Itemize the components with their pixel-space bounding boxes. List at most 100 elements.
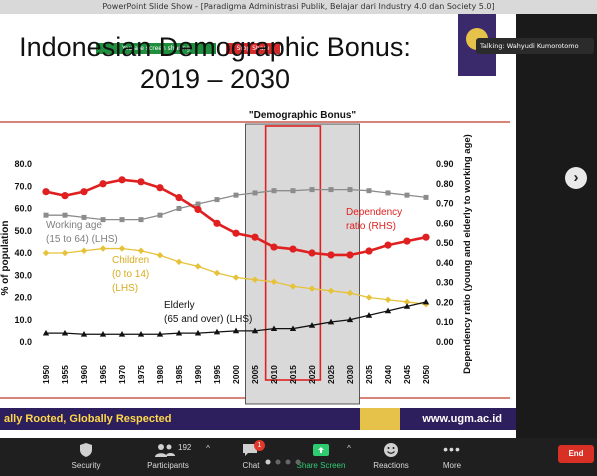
y-left-tick-label: 50.0 (14, 226, 32, 236)
dependency-ratio-point (365, 247, 373, 255)
y-right-axis-title: Dependency ratio (young and elderly to w… (462, 134, 473, 374)
y-left-tick-label: 20.0 (14, 293, 32, 303)
x-tick-label: 2020 (307, 365, 317, 384)
elderly-label: (65 and over) (LHS) (164, 314, 252, 325)
y-left-tick-label: 10.0 (14, 315, 32, 325)
dependency-ratio-point (251, 233, 259, 241)
participants-options-chevron[interactable]: ^ (204, 444, 212, 453)
chat-bubble-icon (243, 444, 257, 456)
y-right-tick-label: 0.60 (436, 218, 454, 228)
dependency-ratio-point (232, 229, 240, 237)
chevron-up-icon: ^ (347, 444, 351, 453)
dependency-ratio-point (42, 188, 50, 196)
security-button[interactable]: Security (66, 442, 106, 470)
x-tick-label: 2015 (288, 365, 298, 384)
x-tick-label: 2030 (345, 365, 355, 384)
y-left-tick-label: 40.0 (14, 248, 32, 258)
working-age-point (252, 190, 258, 196)
y-left-axis-title: % of population (0, 221, 11, 296)
footer-tagline: ally Rooted, Globally Respected (4, 413, 172, 425)
y-left-tick-label: 70.0 (14, 181, 32, 191)
x-tick-label: 2000 (231, 365, 241, 384)
page-dot[interactable] (285, 459, 291, 465)
dependency-ratio-point (308, 249, 316, 257)
chevron-right-icon: › (573, 169, 579, 186)
children-point (118, 245, 126, 252)
chat-button[interactable]: 1 Chat (236, 440, 266, 470)
elderly-point (42, 329, 50, 336)
x-tick-label: 1980 (155, 365, 165, 384)
reactions-button[interactable]: Reactions (368, 442, 414, 470)
participants-icon-wrap: 192 (140, 442, 196, 458)
children-label: (LHS) (112, 283, 138, 294)
x-tick-label: 2010 (269, 365, 279, 384)
x-tick-label: 2035 (364, 365, 374, 384)
reactions-label: Reactions (373, 461, 409, 470)
next-page-arrow[interactable]: › (565, 167, 587, 189)
children-point (308, 285, 316, 292)
chevron-up-icon: ^ (206, 444, 210, 453)
dependency-ratio-point (194, 205, 202, 214)
page-dot[interactable] (265, 459, 271, 465)
working-age-label: Working age (46, 220, 102, 231)
elderly-point (61, 329, 69, 336)
working-age-point (100, 217, 106, 223)
dependency-ratio-point (213, 219, 221, 227)
working-age-point (328, 187, 334, 193)
end-meeting-button[interactable]: End (558, 445, 594, 463)
share-screen-label: Share Screen (296, 461, 346, 470)
participants-button[interactable]: 192 Participants (140, 442, 196, 470)
elderly-point (346, 316, 354, 323)
participants-count: 192 (178, 443, 192, 452)
share-screen-button[interactable]: Share Screen (290, 442, 352, 470)
elderly-point (232, 327, 240, 334)
children-point (251, 276, 259, 283)
children-point (213, 269, 221, 277)
talking-indicator: Talking: Wahyudi Kumorotomo (476, 38, 594, 54)
working-age-point (81, 214, 87, 220)
elderly-point (137, 331, 145, 337)
chart-series (42, 176, 430, 337)
working-age-point (385, 190, 391, 196)
slide-title-line2: 2019 – 2030 (139, 64, 291, 94)
x-tick-label: 2045 (402, 365, 412, 384)
chart-axes: 0.0 10.0 20.0 30.0 40.0 50.0 60.0 70.0 80.0 0.00 0… (0, 134, 473, 384)
children-point (270, 278, 278, 286)
smiley-icon (384, 443, 398, 457)
x-tick-label: 1985 (174, 365, 184, 384)
more-button[interactable]: ••• More (434, 442, 470, 470)
children-point (80, 247, 88, 255)
elderly-point (270, 325, 278, 332)
demographic-chart: "Demographic Bonus" 0.0 10.0 20.0 30.0 40.0 5… (0, 110, 510, 405)
working-age-point (62, 212, 68, 218)
people-icon (155, 444, 175, 457)
children-point (346, 289, 354, 297)
page-dot[interactable] (295, 459, 301, 465)
x-tick-label: 2040 (383, 365, 393, 384)
security-label: Security (71, 461, 101, 470)
children-point (42, 249, 50, 257)
children-point (175, 258, 183, 266)
x-tick-label: 1990 (193, 365, 203, 384)
y-left-tick-label: 30.0 (14, 270, 32, 280)
children-point (194, 263, 202, 270)
x-tick-label: 2050 (421, 365, 431, 384)
elderly-point (422, 298, 430, 305)
dependency-ratio-point (137, 178, 145, 186)
screen-sharing-banner: You are screen sharing (96, 43, 216, 54)
chat-badge: 1 (254, 440, 265, 451)
presentation-slide: You are screen sharing Stop Share Indone… (0, 14, 516, 438)
elderly-point (308, 322, 316, 328)
share-options-chevron[interactable]: ^ (345, 444, 353, 453)
stop-share-button[interactable]: Stop Share (226, 43, 280, 54)
elderly-point (365, 312, 373, 318)
elderly-point (251, 327, 259, 334)
page-dot[interactable] (275, 459, 281, 465)
chart-series-labels: Working age (15 to 64) (LHS) Children (0 to… (46, 207, 402, 325)
children-point (289, 283, 297, 290)
y-left-tick-label: 0.0 (19, 337, 32, 347)
page-dots-indicator (265, 459, 301, 465)
dependency-ratio-point (422, 233, 430, 241)
x-tick-label: 1955 (60, 365, 70, 384)
dependency-ratio-point (327, 251, 335, 259)
